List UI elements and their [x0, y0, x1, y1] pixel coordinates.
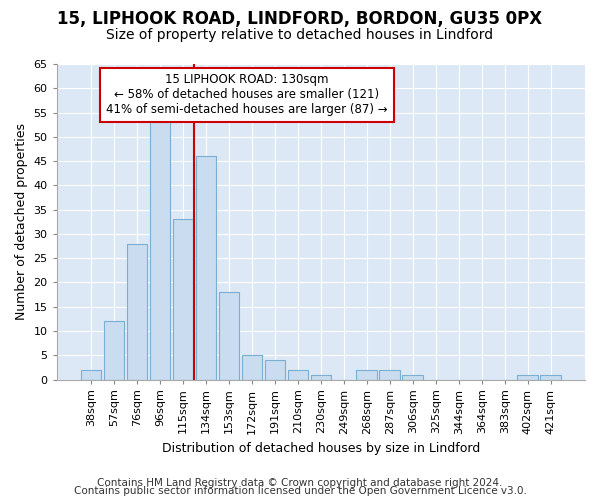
- X-axis label: Distribution of detached houses by size in Lindford: Distribution of detached houses by size …: [162, 442, 480, 455]
- Bar: [149, 118, 170, 380]
- Bar: [379, 370, 400, 380]
- Bar: [242, 355, 262, 380]
- Bar: [287, 370, 308, 380]
- Bar: [127, 244, 148, 380]
- Text: 15 LIPHOOK ROAD: 130sqm
← 58% of detached houses are smaller (121)
41% of semi-d: 15 LIPHOOK ROAD: 130sqm ← 58% of detache…: [106, 74, 388, 116]
- Bar: [311, 374, 331, 380]
- Y-axis label: Number of detached properties: Number of detached properties: [15, 124, 28, 320]
- Bar: [173, 220, 193, 380]
- Bar: [541, 374, 561, 380]
- Bar: [403, 374, 423, 380]
- Bar: [265, 360, 285, 380]
- Bar: [218, 292, 239, 380]
- Text: 15, LIPHOOK ROAD, LINDFORD, BORDON, GU35 0PX: 15, LIPHOOK ROAD, LINDFORD, BORDON, GU35…: [58, 10, 542, 28]
- Bar: [517, 374, 538, 380]
- Bar: [196, 156, 216, 380]
- Text: Contains public sector information licensed under the Open Government Licence v3: Contains public sector information licen…: [74, 486, 526, 496]
- Bar: [356, 370, 377, 380]
- Bar: [104, 322, 124, 380]
- Text: Size of property relative to detached houses in Lindford: Size of property relative to detached ho…: [106, 28, 494, 42]
- Text: Contains HM Land Registry data © Crown copyright and database right 2024.: Contains HM Land Registry data © Crown c…: [97, 478, 503, 488]
- Bar: [81, 370, 101, 380]
